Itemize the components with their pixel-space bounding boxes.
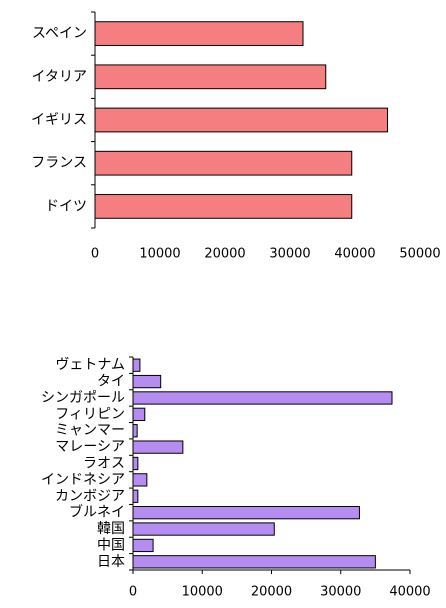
- x-tick-label: 30000: [269, 247, 310, 262]
- bar: [132, 522, 275, 536]
- y-tick-label: スペイン: [32, 26, 87, 42]
- x-tick-label: 20000: [251, 585, 292, 600]
- y-tick-label: ラオス: [83, 456, 125, 472]
- x-tick-label: 30000: [320, 585, 361, 600]
- bar: [132, 555, 376, 569]
- y-tick-label: イギリス: [31, 112, 87, 128]
- x-tick-label: 10000: [139, 247, 180, 262]
- y-tick-label: カンボジア: [55, 488, 125, 504]
- y-tick-label: ヴェトナム: [55, 356, 125, 373]
- bar: [132, 374, 162, 389]
- bar: [94, 64, 327, 90]
- x-tick-label: 10000: [182, 585, 223, 600]
- bar: [132, 473, 148, 487]
- bar: [94, 21, 304, 46]
- bar: [132, 424, 138, 438]
- bar: [132, 407, 146, 421]
- x-tick-label: 20000: [204, 247, 245, 262]
- y-tick-label: イタリア: [32, 69, 87, 85]
- x-tick-label: 40000: [334, 247, 375, 262]
- y-tick-label: タイ: [97, 374, 125, 390]
- y-tick-label: 日本: [97, 554, 125, 570]
- x-tick-label: 50000: [399, 247, 440, 262]
- x-tick-label: 40000: [389, 585, 430, 600]
- y-tick-label: フランス: [31, 155, 87, 171]
- y-tick-label: インドネシア: [41, 472, 125, 488]
- bar: [132, 538, 154, 553]
- y-tick-label: シンガポール: [41, 390, 125, 406]
- bar: [132, 358, 141, 372]
- bar: [94, 150, 353, 176]
- bar: [132, 456, 139, 471]
- bar: [132, 391, 393, 405]
- bar: [132, 506, 360, 520]
- y-tick-label: ミャンマー: [55, 423, 125, 439]
- bar: [132, 489, 139, 503]
- y-tick-label: フィリピン: [55, 406, 125, 422]
- bar: [94, 194, 353, 219]
- y-tick-label: ドイツ: [45, 198, 87, 214]
- x-tick-label: 0: [129, 585, 137, 600]
- y-tick-label: 中国: [97, 537, 125, 553]
- y-tick-label: ブルネイ: [69, 504, 125, 521]
- bar: [94, 107, 388, 133]
- bar: [132, 440, 184, 454]
- y-tick-label: マレーシア: [55, 439, 125, 455]
- x-tick-label: 0: [91, 247, 99, 262]
- y-tick-label: 韓国: [97, 521, 125, 537]
